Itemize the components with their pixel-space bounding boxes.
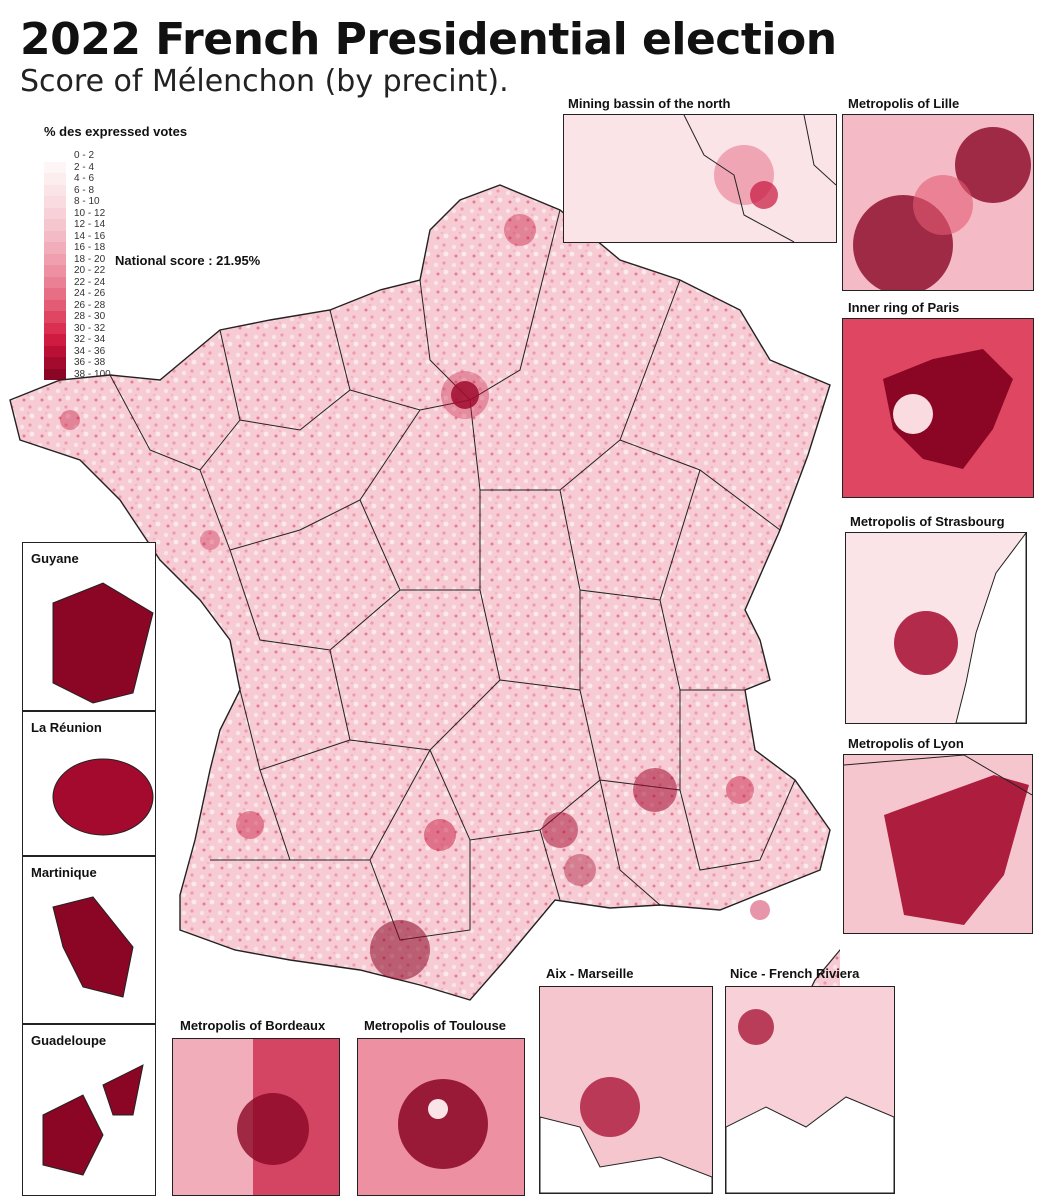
legend-label: 18 - 20: [74, 253, 106, 265]
legend-entry: 6 - 8: [44, 184, 154, 196]
legend-swatch: [44, 357, 66, 369]
legend-label: 22 - 24: [74, 276, 106, 288]
panel-label-guyane: Guyane: [31, 551, 79, 566]
inset-paris: [842, 318, 1034, 498]
legend-label: 36 - 38: [74, 357, 106, 368]
legend-entry: 20 - 22: [44, 265, 154, 277]
inset-label-paris: Inner ring of Paris: [848, 300, 960, 315]
legend-label: 2 - 4: [74, 161, 95, 173]
legend-entry: 38 - 100: [44, 368, 154, 380]
legend-swatch: [44, 345, 66, 357]
legend-label: 28 - 30: [74, 311, 106, 322]
legend-entry: 22 - 24: [44, 276, 154, 288]
legend-entry: 16 - 18: [44, 242, 154, 254]
legend-label: 10 - 12: [74, 207, 106, 219]
legend-swatch: [44, 207, 66, 219]
legend-entry: 8 - 10: [44, 196, 154, 208]
panel-label-martinique: Martinique: [31, 865, 97, 880]
legend-swatch: [44, 265, 66, 277]
urban-hotspots: [60, 214, 770, 980]
legend-swatch: [44, 219, 66, 231]
inset-lyon: [843, 754, 1033, 934]
mainland-france-shape: [9, 184, 831, 1001]
legend-swatch: [44, 161, 66, 173]
legend-entry: 32 - 34: [44, 334, 154, 346]
panel-reunion: La Réunion: [22, 711, 156, 856]
legend-label: 30 - 32: [74, 322, 106, 334]
france-choropleth-map: [9, 184, 840, 1030]
legend-entry: 26 - 28: [44, 299, 154, 311]
legend-label: 24 - 26: [74, 288, 106, 299]
inset-mining-basin: [563, 114, 837, 243]
legend-label: 38 - 100: [74, 368, 111, 380]
legend-swatch: [44, 288, 66, 300]
inset-label-bordeaux: Metropolis of Bordeaux: [180, 1018, 326, 1033]
legend-swatch: [44, 322, 66, 334]
legend-label: 12 - 14: [74, 219, 106, 230]
inset-label-mining-basin: Mining bassin of the north: [568, 96, 731, 111]
map-title: 2022 French Presidential election: [20, 14, 837, 65]
legend-label: 14 - 16: [74, 230, 106, 242]
legend-swatch: [44, 311, 66, 323]
legend-entry: 14 - 16: [44, 230, 154, 242]
legend-entry: 36 - 38: [44, 357, 154, 369]
inset-strasbourg: [845, 532, 1027, 724]
inset-label-marseille: Aix - Marseille: [546, 966, 634, 981]
panel-label-guadeloupe: Guadeloupe: [31, 1033, 107, 1048]
legend-swatch: [44, 334, 66, 346]
legend-entry: 10 - 12: [44, 207, 154, 219]
inset-label-lyon: Metropolis of Lyon: [848, 736, 964, 751]
legend-entry: 2 - 4: [44, 161, 154, 173]
legend-entry: 30 - 32: [44, 322, 154, 334]
legend-label: 32 - 34: [74, 334, 106, 345]
inset-label-strasbourg: Metropolis of Strasbourg: [850, 514, 1005, 529]
inset-label-lille: Metropolis of Lille: [848, 96, 960, 111]
legend-label: 6 - 8: [74, 184, 95, 196]
inset-label-nice: Nice - French Riviera: [730, 966, 860, 981]
inset-nice: [725, 986, 895, 1194]
legend-entry: 0 - 2: [44, 150, 154, 162]
legend-entry: 28 - 30: [44, 311, 154, 323]
legend-swatch: [44, 184, 66, 196]
inset-lille: [842, 114, 1034, 291]
legend-swatch: [44, 150, 66, 162]
legend-swatch: [44, 368, 66, 380]
department-borders: [109, 209, 796, 941]
map-subtitle: Score of Mélenchon (by precint).: [20, 64, 509, 99]
legend-label: 20 - 22: [74, 265, 106, 276]
legend-label: 0 - 2: [74, 150, 95, 161]
inset-toulouse: [357, 1038, 525, 1196]
legend-entry: 12 - 14: [44, 219, 154, 231]
inset-bordeaux: [172, 1038, 340, 1196]
legend-label: 34 - 36: [74, 345, 106, 357]
legend-label: 4 - 6: [74, 173, 95, 184]
legend-label: 26 - 28: [74, 299, 106, 311]
panel-martinique: Martinique: [22, 856, 156, 1024]
legend-swatch: [44, 196, 66, 208]
panel-guyane: Guyane: [22, 542, 156, 711]
panel-label-reunion: La Réunion: [31, 720, 102, 735]
legend-entry: 34 - 36: [44, 345, 154, 357]
legend-entry: 24 - 26: [44, 288, 154, 300]
legend-swatch: [44, 230, 66, 242]
inset-label-toulouse: Metropolis of Toulouse: [364, 1018, 507, 1033]
legend-label: 16 - 18: [74, 242, 106, 253]
panel-guadeloupe: Guadeloupe: [22, 1024, 156, 1196]
legend-swatch: [44, 242, 66, 254]
inset-marseille: [539, 986, 713, 1194]
national-score: National score : 21.95%: [115, 253, 261, 268]
legend-swatch: [44, 173, 66, 185]
legend-swatch: [44, 299, 66, 311]
legend-label: 8 - 10: [74, 196, 100, 207]
legend-title: % des expressed votes: [44, 124, 188, 139]
legend-entry: 4 - 6: [44, 173, 154, 185]
legend-swatch: [44, 253, 66, 265]
legend-swatch: [44, 276, 66, 288]
legend-entry: 18 - 20: [44, 253, 154, 265]
